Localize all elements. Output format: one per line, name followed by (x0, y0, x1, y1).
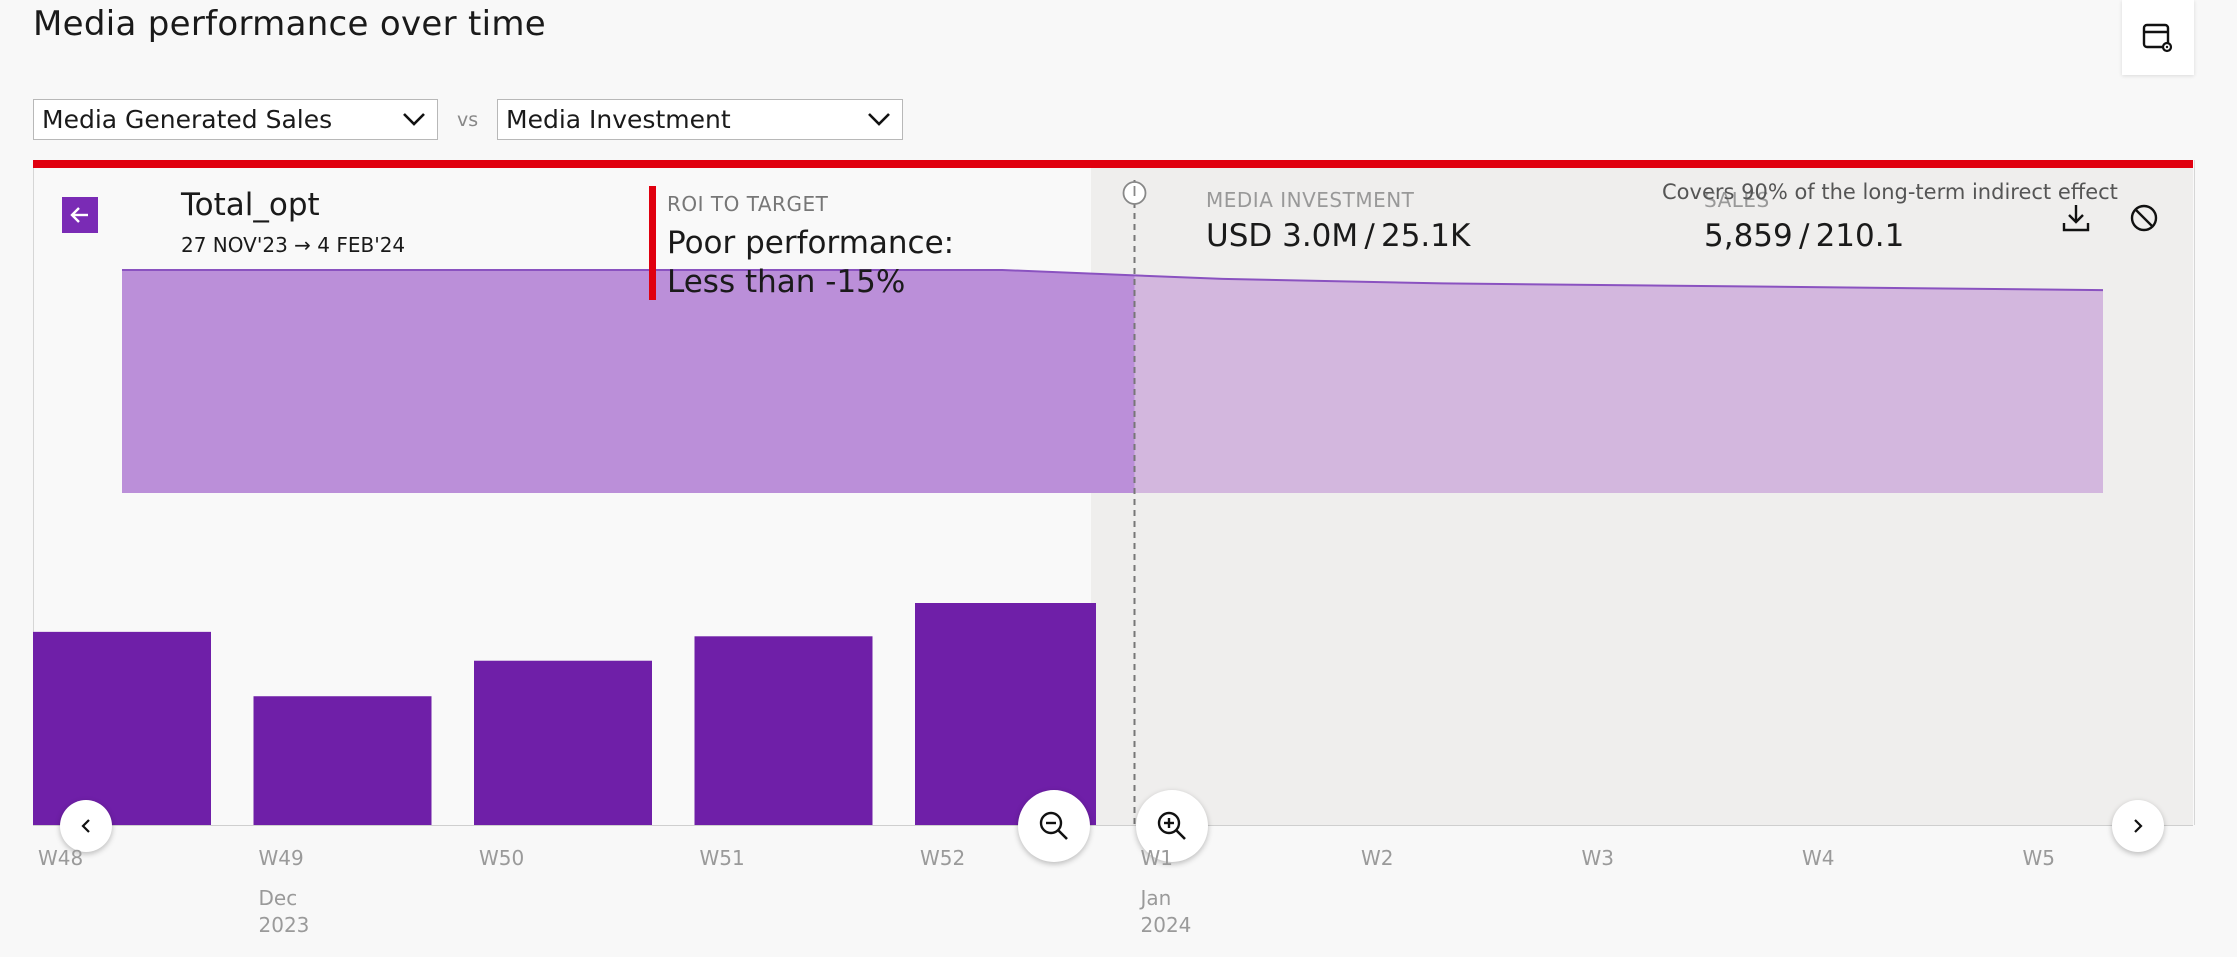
roi-label: ROI TO TARGET (667, 192, 829, 216)
secondary-metric-select[interactable]: Media Investment (497, 99, 903, 140)
x-tick-label: W52 (920, 846, 966, 870)
x-tick-label: W50 (479, 846, 525, 870)
series-name: Total_opt (181, 187, 320, 223)
block-icon (2130, 204, 2158, 232)
x-period-label: Dec 2023 (259, 885, 310, 939)
media-investment-label: MEDIA INVESTMENT (1206, 188, 1415, 212)
area-line (122, 269, 2104, 292)
media-investment-value: USD 3.0M / 25.1K (1206, 218, 1471, 254)
forecast-region (1091, 168, 2193, 825)
zoom-out-button[interactable] (1018, 790, 1090, 862)
chevron-left-icon (81, 819, 90, 833)
primary-metric-value: Media Generated Sales (42, 105, 333, 134)
zoom-in-icon (1157, 811, 1186, 840)
area-forecast (1134, 275, 2103, 493)
bar-w50 (474, 660, 652, 825)
chevron-right-icon (2134, 819, 2143, 833)
page-title: Media performance over time (33, 4, 547, 44)
table-settings-button[interactable] (2122, 0, 2194, 75)
chevron-down-icon (403, 113, 425, 126)
hide-button[interactable] (2126, 200, 2162, 236)
x-tick-label: W1 (1140, 846, 1174, 870)
bar-w49 (253, 696, 432, 825)
x-tick-label: W48 (38, 846, 84, 870)
x-period-label: Jan 2024 (1141, 885, 1192, 939)
roi-status: Poor performance: Less than -15% (667, 225, 955, 300)
bar-w48 (33, 631, 211, 825)
x-tick-label: W3 (1581, 846, 1615, 870)
vs-label: vs (457, 109, 479, 131)
sales-value: 5,859 / 210.1 (1704, 218, 1905, 254)
chevron-down-icon (868, 113, 890, 126)
date-range: 27 NOV'23 → 4 FEB'24 (181, 233, 406, 257)
download-icon (2062, 205, 2090, 232)
x-tick-label: W51 (699, 846, 745, 870)
roi-indicator-bar (649, 186, 656, 300)
download-button[interactable] (2058, 200, 2094, 236)
x-year-label: 2023 (258, 913, 310, 937)
x-axis-line (33, 825, 2193, 826)
scroll-right-button[interactable] (2112, 800, 2164, 852)
primary-metric-select[interactable]: Media Generated Sales (33, 99, 438, 140)
x-tick-label: W5 (2022, 846, 2056, 870)
bar-w51 (694, 636, 873, 825)
x-year-label: 2024 (1140, 913, 1192, 937)
x-tick-label: W49 (258, 846, 304, 870)
x-tick-label: W4 (1802, 846, 1835, 870)
arrow-left-icon (70, 207, 88, 223)
x-month-label: Dec (258, 886, 298, 910)
bar-w52 (915, 603, 1096, 825)
x-tick-label: W2 (1361, 846, 1394, 870)
secondary-metric-value: Media Investment (506, 105, 731, 134)
x-month-label: Jan (1140, 886, 1172, 910)
zoom-out-icon (1039, 811, 1068, 840)
alert-bar (33, 160, 2193, 168)
sales-label: SALES (1704, 188, 1770, 212)
zoom-in-button[interactable] (1136, 790, 1208, 862)
coverage-note: Covers 90% of the long-term indirect eff… (1662, 180, 2118, 204)
area-past (122, 270, 1135, 493)
scroll-left-button[interactable] (60, 800, 112, 852)
table-settings-icon (2142, 23, 2173, 52)
back-button[interactable] (62, 197, 98, 233)
